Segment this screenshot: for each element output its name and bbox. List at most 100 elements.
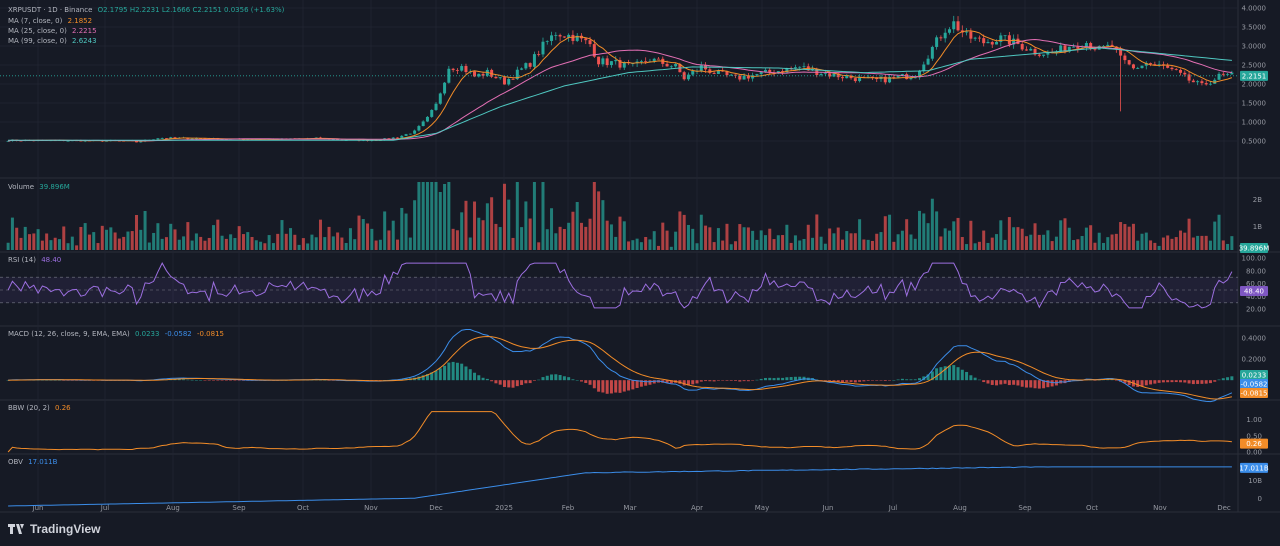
candle-body xyxy=(443,82,447,94)
month-tick-label: Nov xyxy=(364,504,378,512)
candle-body xyxy=(1140,65,1144,69)
volume-legend[interactable]: Volume 39.896M xyxy=(8,183,73,192)
bbw-legend[interactable]: BBW (20, 2) 0.26 xyxy=(8,404,74,413)
month-tick-label: Oct xyxy=(1086,504,1098,512)
volume-bar xyxy=(849,233,853,250)
volume-bar xyxy=(712,242,716,250)
candle-body xyxy=(888,77,892,83)
macd-histogram-bar xyxy=(70,380,74,381)
volume-bar xyxy=(999,220,1003,250)
volume-bar xyxy=(772,239,776,250)
volume-bar xyxy=(1059,220,1063,250)
volume-bar xyxy=(768,228,772,250)
volume-bar xyxy=(815,214,819,250)
candle-body xyxy=(391,137,395,139)
candle-body xyxy=(336,139,340,141)
volume-bar xyxy=(241,234,245,250)
volume-bar xyxy=(79,226,83,250)
volume-bar xyxy=(909,234,913,250)
volume-bar xyxy=(109,227,113,250)
volume-bar xyxy=(986,242,990,250)
volume-bar xyxy=(571,211,575,250)
volume-bar xyxy=(682,214,686,250)
volume-bar xyxy=(678,211,682,250)
macd-histogram-bar xyxy=(434,370,438,381)
obv-label: OBV xyxy=(8,458,23,466)
candle-body xyxy=(986,42,990,44)
macd-histogram-bar xyxy=(49,380,53,381)
macd-histogram-bar xyxy=(644,380,648,386)
candle-body xyxy=(819,74,823,76)
volume-bar xyxy=(956,217,960,250)
rsi-label: RSI (14) xyxy=(8,256,36,264)
candle-body xyxy=(451,68,455,71)
month-tick-label: Feb xyxy=(562,504,575,512)
macd-histogram-bar xyxy=(862,380,866,382)
volume-bar xyxy=(310,234,314,250)
volume-bar xyxy=(721,240,725,250)
candle-body xyxy=(545,40,549,42)
ma25-legend[interactable]: MA (25, close, 0) 2.2215 xyxy=(8,27,100,36)
volume-bar xyxy=(1003,239,1007,250)
candle-body xyxy=(473,71,477,77)
bbw-badge-bg xyxy=(1240,438,1268,449)
macd-histogram-bar xyxy=(828,380,832,382)
candle-body xyxy=(567,34,571,38)
candle-body xyxy=(905,74,909,80)
macd-legend[interactable]: MACD (12, 26, close, 9, EMA, EMA) 0.0233… xyxy=(8,330,227,339)
tradingview-logo[interactable]: TradingView xyxy=(8,522,100,536)
volume-bar xyxy=(336,232,340,250)
candle-body xyxy=(477,73,481,77)
volume-bar xyxy=(451,228,455,250)
volume-bar xyxy=(1221,240,1225,250)
volume-bar xyxy=(734,241,738,250)
candle-body xyxy=(614,60,618,62)
macd-histogram-bar xyxy=(785,377,789,381)
volume-bar xyxy=(1042,234,1046,250)
candle-body xyxy=(1157,64,1161,66)
macd-histogram-bar xyxy=(738,380,742,382)
macd-histogram-bar xyxy=(579,380,583,382)
volume-bar xyxy=(438,192,442,250)
ma7-legend[interactable]: MA (7, close, 0) 2.1852 xyxy=(8,17,95,26)
volume-bar xyxy=(293,234,297,250)
macd-histogram-bar xyxy=(575,380,579,381)
macd-histogram-bar xyxy=(665,380,669,384)
volume-bar xyxy=(532,182,536,250)
volume-bar xyxy=(1161,237,1165,250)
volume-bar xyxy=(156,223,160,250)
ma99-legend[interactable]: MA (99, close, 0) 2.6243 xyxy=(8,37,100,46)
macd-histogram-bar xyxy=(622,380,626,392)
macd-badge-2-bg xyxy=(1240,379,1268,389)
volume-bar xyxy=(870,240,874,250)
macd-histogram-bar xyxy=(939,367,943,381)
volume-bar xyxy=(280,220,284,250)
volume-bar xyxy=(524,201,528,250)
candle-body xyxy=(520,68,524,70)
candle-body xyxy=(524,63,528,69)
volume-bar xyxy=(387,230,391,250)
macd-histogram-bar xyxy=(999,380,1003,385)
volume-bar xyxy=(447,182,451,250)
rsi-legend[interactable]: RSI (14) 48.40 xyxy=(8,256,64,265)
volume-bar xyxy=(404,213,408,250)
candle-body xyxy=(438,93,442,104)
volume-bar xyxy=(135,214,138,250)
macd-histogram-bar xyxy=(768,377,772,381)
macd-histogram-bar xyxy=(648,380,652,385)
volume-bar xyxy=(575,202,579,250)
volume-bar xyxy=(1183,232,1187,250)
macd-histogram-bar xyxy=(485,378,489,381)
macd-histogram-bar xyxy=(708,380,712,382)
symbol-label[interactable]: XRPUSDT · 1D · Binance xyxy=(8,6,93,14)
candle-body xyxy=(460,66,464,71)
macd-histogram-bar xyxy=(686,380,690,386)
candle-body xyxy=(387,138,391,140)
volume-bar xyxy=(537,242,541,250)
volume-bar xyxy=(1106,237,1110,250)
obv-legend[interactable]: OBV 17.011B xyxy=(8,458,60,467)
candle-body xyxy=(1046,51,1050,55)
candle-body xyxy=(1183,72,1187,75)
macd-histogram-bar xyxy=(734,380,738,381)
